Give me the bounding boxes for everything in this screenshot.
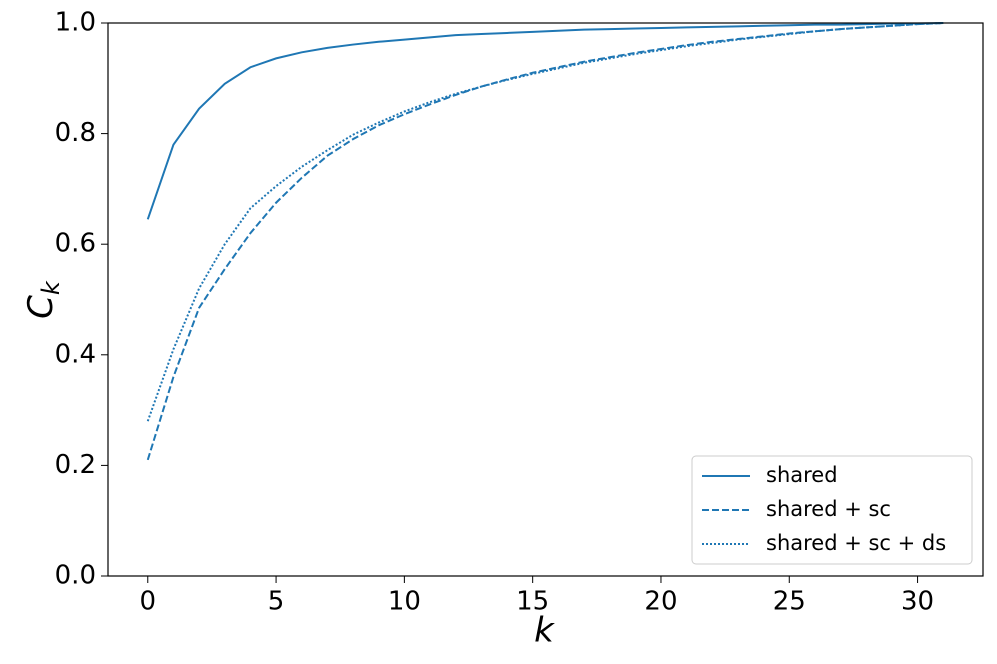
y-tick-label: 0.2 bbox=[55, 450, 96, 480]
x-tick-label: 5 bbox=[268, 587, 285, 617]
y-tick-label: 0.4 bbox=[55, 339, 96, 369]
legend-label: shared + sc bbox=[766, 497, 891, 521]
y-axis-label-main: C bbox=[21, 295, 61, 319]
x-axis-label: k bbox=[534, 611, 555, 651]
y-axis-label: Ck bbox=[21, 280, 66, 319]
y-axis-label-subscript: k bbox=[37, 280, 65, 295]
x-tick-label: 0 bbox=[139, 587, 156, 617]
x-tick-label: 25 bbox=[773, 587, 806, 617]
x-tick-label: 20 bbox=[644, 587, 677, 617]
x-tick-label: 10 bbox=[388, 587, 421, 617]
y-tick-label: 0.8 bbox=[55, 118, 96, 148]
legend-label: shared + sc + ds bbox=[766, 531, 946, 555]
plot-frame bbox=[107, 22, 984, 577]
y-tick-label: 0.6 bbox=[55, 229, 96, 259]
y-tick-label: 1.0 bbox=[55, 8, 96, 38]
legend-label: shared bbox=[766, 463, 838, 487]
y-axis-label-group: Ck bbox=[21, 280, 66, 319]
x-tick-label: 30 bbox=[901, 587, 934, 617]
legend-box bbox=[691, 455, 973, 565]
line bbox=[146, 22, 944, 461]
y-tick-label: 0.0 bbox=[55, 561, 96, 591]
line bbox=[146, 22, 944, 422]
line bbox=[146, 22, 944, 220]
x-tick-label: 15 bbox=[516, 587, 549, 617]
